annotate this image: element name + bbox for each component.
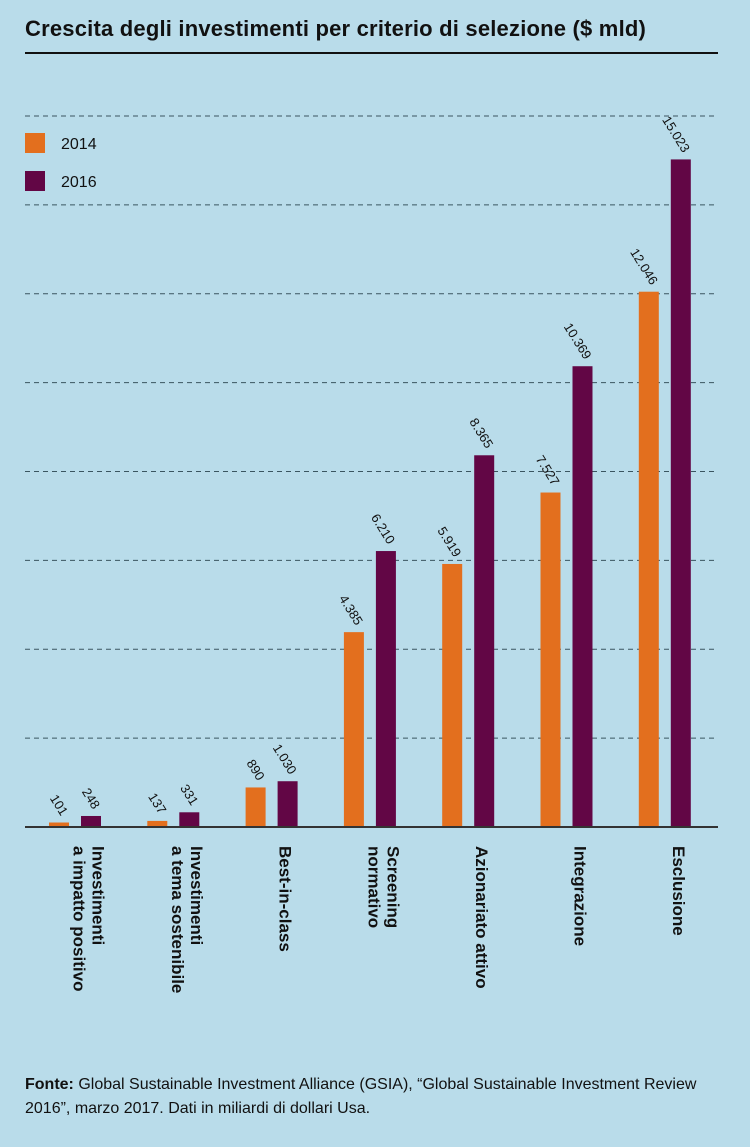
bar-2016 — [572, 366, 593, 827]
category-label: Azionariato attivo — [472, 846, 491, 989]
bar-value-label: 101 — [47, 792, 71, 818]
bar-2016 — [474, 455, 495, 827]
bar-value-label: 1.030 — [270, 741, 300, 777]
bar-value-label: 6.210 — [368, 511, 398, 547]
bar-2016 — [375, 551, 396, 827]
bar-2014 — [343, 632, 364, 827]
bar-value-label: 137 — [145, 790, 169, 816]
category-label: a tema sostenibile — [168, 846, 187, 993]
category-label: Integrazione — [571, 846, 590, 946]
bar-2014 — [540, 492, 561, 827]
bar-2016 — [670, 159, 691, 828]
bar-value-label: 5.919 — [434, 524, 464, 560]
category-label: Investimenti — [89, 846, 108, 945]
legend-swatch-2014 — [25, 133, 45, 153]
bar-value-label: 331 — [177, 782, 201, 808]
legend-label: 2016 — [61, 174, 97, 191]
bar-value-label: 4.385 — [336, 592, 366, 628]
category-label: Screening — [383, 846, 402, 928]
bar-2014 — [245, 787, 266, 827]
bar-2014 — [147, 820, 168, 827]
category-label: Best-in-class — [276, 846, 295, 952]
bar-value-label: 8.365 — [466, 415, 496, 451]
bar-2016 — [277, 781, 298, 827]
bar-2014 — [442, 563, 463, 827]
source-note: Fonte: Global Sustainable Investment All… — [25, 1073, 725, 1121]
source-label: Fonte: — [25, 1076, 74, 1093]
bar-2014 — [49, 822, 69, 827]
legend-swatch-2016 — [25, 171, 45, 191]
bar-value-label: 15.023 — [659, 113, 693, 155]
bar-value-label: 10.369 — [561, 320, 595, 362]
category-label: a impatto positivo — [70, 846, 89, 991]
bar-2016 — [81, 815, 101, 827]
bar-value-label: 248 — [79, 785, 103, 811]
source-text: Global Sustainable Investment Alliance (… — [25, 1076, 697, 1117]
title-rule — [25, 52, 718, 54]
bar-value-label: 7.527 — [533, 453, 563, 489]
bar-2014 — [638, 291, 659, 827]
category-label: Esclusione — [669, 846, 688, 936]
bar-chart: 101 137 890 4.385 5.919 7.527 12.046 248 331 1.03… — [25, 113, 718, 993]
category-label: normativo — [364, 846, 383, 928]
category-label: Investimenti — [187, 846, 206, 945]
legend-label: 2014 — [61, 136, 97, 153]
bar-value-label: 12.046 — [627, 246, 661, 288]
bar-2016 — [179, 812, 200, 827]
bar-value-label: 890 — [244, 757, 268, 783]
chart-title: Crescita degli investimenti per criterio… — [25, 16, 647, 41]
